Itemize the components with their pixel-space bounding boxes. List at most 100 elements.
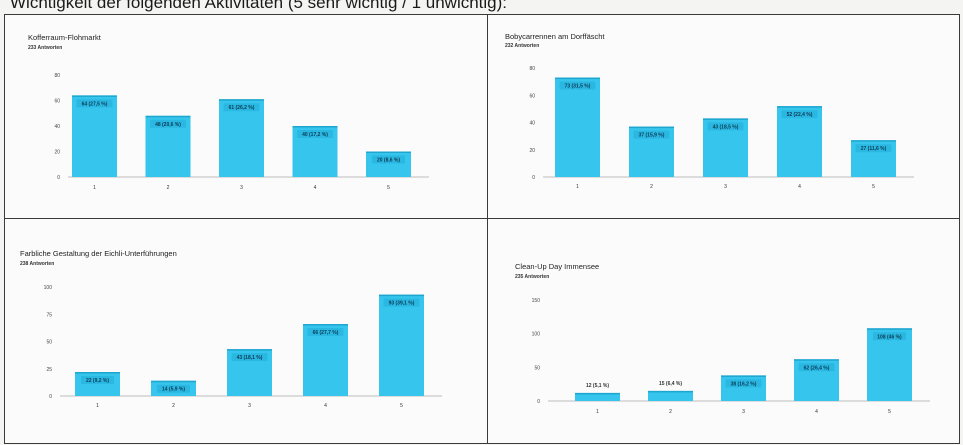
grid-divider-horizontal (4, 218, 960, 219)
bar-top-edge (703, 118, 748, 120)
x-tick-label: 2 (650, 184, 653, 190)
data-label-badge (725, 379, 762, 388)
chart-title: Farbliche Gestaltung der Eichli-Unterfüh… (20, 249, 177, 258)
y-tick-label: 40 (529, 121, 535, 127)
x-tick-label: 4 (815, 409, 818, 415)
x-tick-label: 2 (167, 185, 170, 191)
bar-top-edge (72, 95, 117, 97)
y-tick-label: 75 (46, 312, 52, 318)
data-label-badge (223, 103, 260, 112)
y-tick-label: 60 (54, 99, 60, 105)
bar (867, 328, 912, 401)
bar-top-edge (292, 126, 338, 128)
bar-top-edge (867, 328, 912, 330)
y-tick-label: 20 (529, 148, 535, 154)
data-label: 64 (27,5 %) (82, 101, 108, 107)
bar (219, 99, 264, 177)
bar-top-edge (75, 372, 120, 374)
data-label: 48 (20,6 %) (155, 122, 181, 128)
chart-panel-clean-up-day: Clean-Up Day Immensee 235 Antworten 0 50 1… (495, 225, 953, 437)
x-tick-label: 3 (240, 185, 243, 191)
page-heading: Wichtigkeit der folgenden Aktivitäten (5… (10, 0, 508, 12)
x-tick-label: 4 (314, 185, 317, 191)
bar-top-edge (303, 324, 348, 326)
data-label-badge (873, 332, 906, 341)
data-label: 38 (16,2 %) (731, 381, 757, 387)
chart-subtitle: 235 Antworten (515, 274, 550, 280)
bar-chart-clean-up-day: 0 50 100 150 12 (5,1 %) 1 15 (6,4 %) 2 38 (16,2 … (532, 298, 930, 415)
bar-top-edge (151, 380, 196, 383)
y-tick-label: 0 (57, 175, 60, 181)
y-tick-label: 60 (529, 93, 535, 99)
chart-panel-kofferraum: Kofferraum-Flohmarkt 233 Antworten 0 20 40… (10, 20, 480, 214)
data-label-badge (798, 363, 835, 372)
x-tick-label: 5 (400, 403, 403, 409)
bar-top-edge (379, 294, 424, 297)
x-tick-label: 2 (669, 409, 672, 415)
bar (575, 392, 620, 401)
bar-chart-kofferraum: 0 20 40 60 80 64 (27,5 %) 1 48 (20,6 %) 2 61 (26,… (54, 73, 429, 191)
grid-divider-vertical (487, 14, 488, 443)
data-label: 93 (39,1 %) (389, 301, 415, 307)
y-tick-label: 100 (44, 285, 53, 291)
y-tick-label: 0 (537, 399, 540, 405)
data-label-badge (633, 130, 670, 139)
data-label-badge (559, 81, 596, 90)
data-label-badge (707, 122, 744, 131)
bar (721, 375, 766, 401)
x-tick-label: 5 (872, 184, 875, 190)
bar-top-edge (629, 126, 674, 129)
bar (648, 390, 693, 401)
data-label-badge (297, 130, 333, 138)
bar-top-edge (575, 392, 620, 395)
y-tick-label: 50 (534, 365, 540, 371)
chart-subtitle: 232 Antworten (505, 43, 540, 49)
bar-top-edge (366, 151, 411, 153)
data-label-badge (231, 353, 268, 362)
bar-top-edge (851, 140, 896, 142)
bar-top-edge (777, 106, 822, 108)
y-tick-label: 80 (529, 66, 535, 72)
data-label-badge (76, 99, 113, 108)
bar (72, 95, 117, 177)
data-label-badge (307, 328, 344, 337)
y-tick-label: 100 (532, 332, 541, 338)
data-label: 12 (5,1 %) (586, 383, 609, 389)
x-tick-label: 4 (324, 403, 327, 409)
data-label: 73 (31,5 %) (565, 84, 591, 90)
bar (366, 151, 411, 177)
y-tick-label: 20 (54, 150, 60, 156)
data-label: 108 (46 %) (877, 334, 902, 340)
y-tick-label: 50 (46, 340, 52, 346)
data-label: 20 (8,6 %) (377, 158, 400, 164)
data-label: 62 (26,4 %) (804, 365, 830, 371)
data-label-badge (855, 144, 892, 153)
bar-top-edge (721, 375, 766, 377)
y-tick-label: 80 (54, 73, 60, 79)
data-label: 43 (18,5 %) (713, 124, 739, 130)
bar (379, 294, 424, 396)
x-tick-label: 3 (724, 184, 727, 190)
chart-title: Clean-Up Day Immensee (515, 262, 600, 271)
data-label-badge (372, 155, 405, 164)
chart-panel-bobycar: Bobycarrennen am Dorffäscht 232 Antworte… (495, 20, 953, 214)
x-tick-label: 5 (387, 185, 390, 191)
y-tick-label: 40 (54, 124, 60, 130)
bar-top-edge (794, 359, 839, 361)
data-label-badge (781, 110, 818, 119)
data-label: 61 (26,2 %) (229, 105, 255, 111)
data-label: 40 (17,2 %) (302, 132, 328, 138)
x-tick-label: 4 (798, 184, 801, 190)
data-label-badge (157, 384, 190, 393)
x-tick-label: 1 (576, 184, 579, 190)
x-tick-label: 2 (172, 403, 175, 409)
chart-panel-farbliche-gestaltung: Farbliche Gestaltung der Eichli-Unterfüh… (10, 225, 480, 437)
x-tick-label: 3 (248, 403, 251, 409)
bar-top-edge (648, 390, 693, 393)
bar-top-edge (227, 349, 272, 351)
data-label: 52 (22,4 %) (787, 112, 813, 118)
chart-title: Kofferraum-Flohmarkt (28, 33, 101, 42)
bar-chart-farbliche-gestaltung: 0 25 50 75 100 22 (9,2 %) 1 14 (5,9 %) 2 43 (18,1… (44, 285, 442, 409)
y-tick-label: 25 (46, 367, 52, 373)
chart-subtitle: 233 Antworten (28, 45, 63, 51)
